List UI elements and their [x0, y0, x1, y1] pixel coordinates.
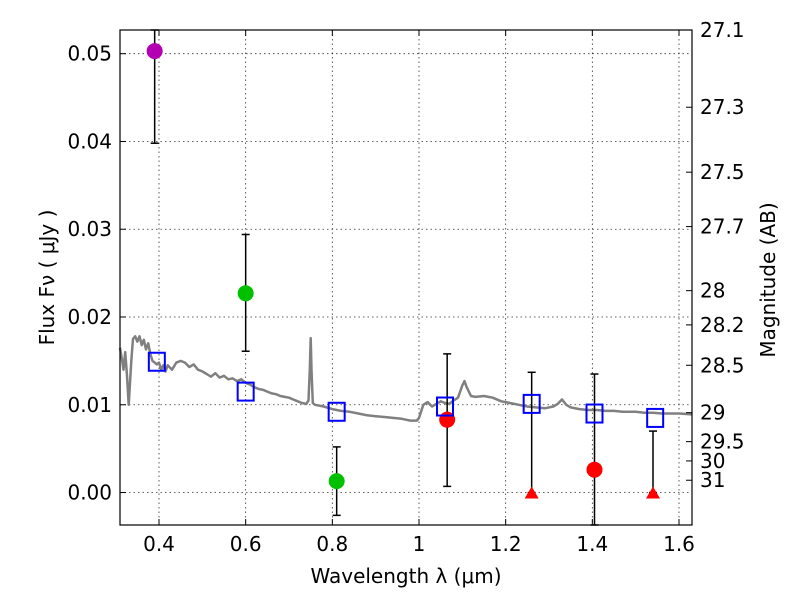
x-tick-label: 1	[413, 532, 426, 556]
model-flux-square	[436, 396, 454, 417]
data-point-circle	[237, 285, 254, 302]
y-right-tick-label: 31	[700, 468, 725, 492]
y-right-tick-label: 27.1	[700, 18, 745, 42]
y-right-tick-label: 28.2	[700, 313, 745, 337]
x-tick-label: 0.8	[316, 532, 348, 556]
model-flux-square	[522, 393, 541, 414]
y-right-tick-label: 27.7	[700, 215, 745, 239]
model-flux-square	[327, 401, 346, 422]
y-tick-label: 0.04	[67, 129, 112, 153]
y-right-tick-label: 29.5	[700, 430, 745, 454]
model-flux-square	[236, 381, 255, 402]
upper-limit-triangle	[524, 486, 539, 499]
x-tick-label: 1.6	[663, 532, 695, 556]
y-tick-label: 0.00	[67, 481, 112, 505]
y-tick-label: 0.03	[67, 217, 112, 241]
x-tick-label: 1.2	[490, 532, 522, 556]
data-point-circle	[586, 461, 603, 478]
y-axis-right-title: Magnitude (AB)	[756, 202, 780, 357]
upper-limit-triangle	[646, 486, 660, 499]
y-tick-label: 0.05	[67, 42, 112, 66]
grid	[120, 30, 692, 525]
y-right-tick-label: 28.5	[700, 353, 745, 377]
y-axis-title: Flux Fν ( μJy )	[35, 210, 59, 346]
x-tick-label: 0.6	[230, 532, 262, 556]
model-sed-line	[118, 335, 693, 422]
y-right-tick-label: 28	[700, 279, 725, 303]
marker-layer	[146, 43, 665, 499]
plot-frame	[119, 29, 693, 526]
y-right-tick-label: 27.5	[700, 160, 745, 184]
model-flux-square	[585, 403, 604, 424]
x-tick-label: 0.4	[143, 532, 175, 556]
tick-layer: 0.4 0.6 0.8 1 1.2 1.4 1.6 0.00 0.01 0.02 0.03 0.04 0…	[67, 18, 744, 556]
model-flux-square	[646, 407, 665, 428]
y-right-tick-label: 27.3	[700, 95, 745, 119]
error-bar-layer	[150, 29, 657, 526]
y-right-tick-label: 30	[700, 449, 725, 473]
y-tick-label: 0.01	[67, 393, 112, 417]
x-axis-title: Wavelength λ (μm)	[310, 564, 501, 588]
y-right-tick-label: 29	[700, 401, 725, 425]
data-point-circle	[146, 43, 163, 60]
y-tick-label: 0.02	[67, 305, 112, 329]
model-flux-square	[147, 351, 166, 372]
x-tick-label: 1.4	[576, 532, 608, 556]
data-point-circle	[328, 473, 345, 490]
model-sed-layer	[118, 335, 693, 422]
